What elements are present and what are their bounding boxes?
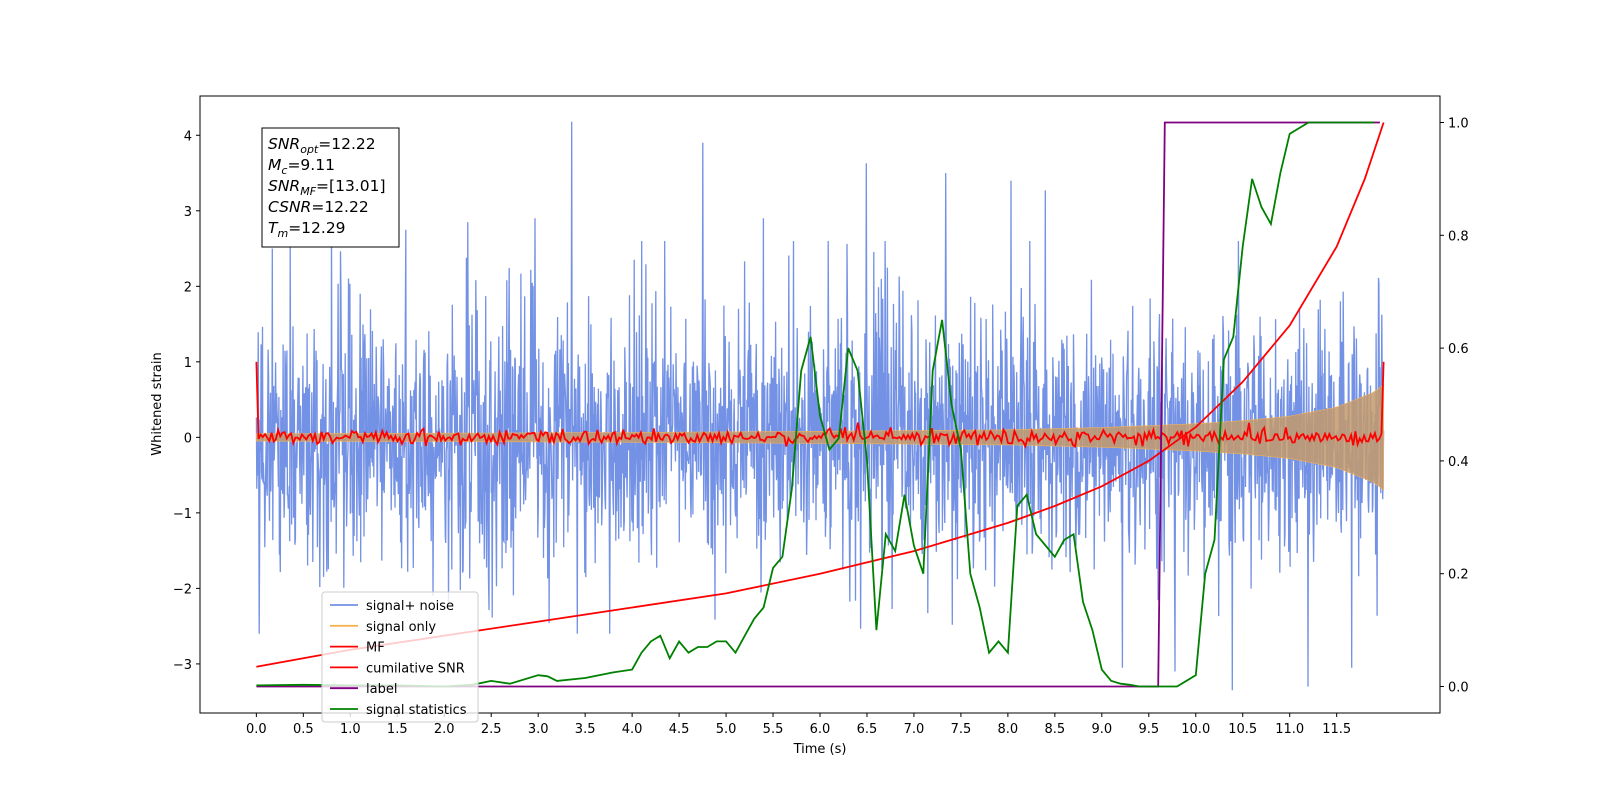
legend-label: signal statistics [366, 703, 467, 718]
x-tick-label: 10.0 [1181, 722, 1210, 737]
x-tick-label: 4.0 [622, 722, 643, 737]
annotation-line: CSNR=12.22 [268, 198, 369, 216]
y-left-tick-label: −1 [173, 507, 192, 522]
y-axis-left-label: Whitened strain [150, 352, 165, 455]
x-tick-label: 3.0 [528, 722, 549, 737]
x-tick-label: 2.0 [434, 722, 455, 737]
y-axis-left: −3 −2 −1 0 1 2 3 4 [173, 129, 200, 673]
x-tick-label: 4.5 [669, 722, 690, 737]
x-tick-label: 5.0 [716, 722, 737, 737]
x-tick-label: 5.5 [763, 722, 784, 737]
legend: signal+ noise signal only MF cumilative SNR… [321, 591, 479, 723]
x-tick-label: 10.5 [1228, 722, 1257, 737]
y-right-tick-label: 1.0 [1448, 117, 1469, 132]
x-tick-label: 11.5 [1322, 722, 1351, 737]
x-tick-label: 3.5 [575, 722, 596, 737]
y-left-tick-label: −2 [173, 582, 192, 597]
y-right-tick-label: 0.8 [1448, 229, 1469, 244]
y-right-tick-label: 0.6 [1448, 342, 1469, 357]
annotation-line: Tm=12.29 [268, 219, 346, 240]
x-tick-label: 8.5 [1045, 722, 1066, 737]
legend-label: cumilative SNR [366, 661, 465, 676]
legend-label: signal+ noise [366, 599, 454, 614]
x-tick-label: 0.5 [293, 722, 314, 737]
x-tick-label: 7.5 [951, 722, 972, 737]
annotation-box-frame [261, 127, 400, 248]
series-line-signal-statistics [256, 121, 1375, 688]
annotation-line: SNRMF=[13.01] [268, 177, 386, 198]
x-tick-label: 9.5 [1138, 722, 1159, 737]
y-right-tick-label: 0.4 [1448, 455, 1469, 470]
legend-label: MF [366, 641, 385, 656]
x-tick-label: 1.0 [340, 722, 361, 737]
y-left-tick-label: −3 [173, 658, 192, 673]
x-tick-label: 0.0 [246, 722, 267, 737]
x-tick-label: 11.0 [1275, 722, 1304, 737]
x-tick-label: 9.0 [1091, 722, 1112, 737]
x-tick-label: 1.5 [387, 722, 408, 737]
x-tick-label: 2.5 [481, 722, 502, 737]
x-axis: 0.0 0.5 1.0 1.5 2.0 2.5 3.0 3.5 4.0 4.5 5.0 5.5 6.0 6… [246, 713, 1351, 737]
y-left-tick-label: 0 [184, 431, 192, 446]
x-tick-label: 8.0 [998, 722, 1019, 737]
series-line-mf [255, 361, 1385, 450]
annotation-line: SNRopt=12.22 [268, 135, 376, 156]
y-left-tick-label: 1 [184, 356, 192, 371]
x-tick-label: 6.5 [857, 722, 878, 737]
x-tick-label: 6.0 [810, 722, 831, 737]
x-axis-label: Time (s) [793, 742, 847, 757]
legend-frame [321, 591, 479, 723]
y-right-tick-label: 0.0 [1448, 680, 1469, 695]
y-axis-right: 0.0 0.2 0.4 0.6 0.8 1.0 [1440, 117, 1469, 695]
series-line-label [256, 121, 1380, 688]
y-right-tick-label: 0.2 [1448, 568, 1469, 583]
legend-label: label [366, 682, 397, 697]
y-left-tick-label: 2 [184, 280, 192, 295]
y-left-tick-label: 3 [184, 205, 192, 220]
x-tick-label: 7.0 [904, 722, 925, 737]
annotation-line: Mc=9.11 [268, 156, 335, 177]
y-left-tick-label: 4 [184, 129, 192, 144]
legend-label: signal only [366, 620, 436, 635]
annotation-box: SNRopt=12.22Mc=9.11SNRMF=[13.01]CSNR=12.… [261, 127, 400, 248]
